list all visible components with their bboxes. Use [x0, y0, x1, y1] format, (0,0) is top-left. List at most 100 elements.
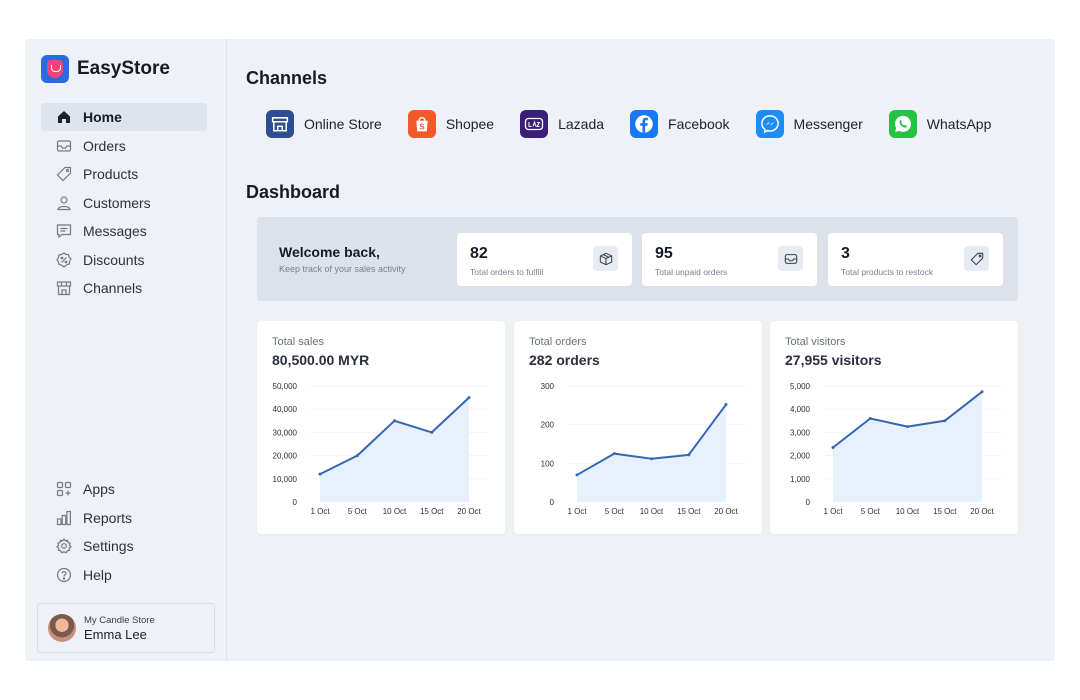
dashboard-heading: Dashboard [246, 182, 341, 202]
home-icon [55, 108, 73, 126]
chart-title: Total sales [272, 336, 324, 348]
sidebar: EasyStore Home Orders Products [25, 39, 227, 661]
data-point [612, 452, 616, 456]
chart-card-total-visitors[interactable]: Total visitors 27,955 visitors 0 1,000 2,0… [770, 321, 1018, 534]
sales-chart: 0 10,000 20,000 30,000 40,000 50,000 1 Oct 5 Oc… [273, 382, 489, 516]
reports-icon [55, 509, 73, 527]
sidebar-item-reports[interactable]: Reports [41, 504, 207, 532]
channel-online-store[interactable]: Online Store [266, 110, 382, 138]
sidebar-item-label: Home [83, 109, 122, 125]
store-icon [55, 279, 73, 297]
stat-label: Total products to restock [841, 267, 934, 277]
y-tick-label: 40,000 [273, 405, 298, 414]
sidebar-item-label: Orders [83, 137, 126, 154]
shopee-icon: S [407, 110, 436, 138]
data-point [724, 403, 728, 407]
sidebar-item-home[interactable]: Home [41, 103, 207, 131]
user-name: Emma Lee [84, 626, 147, 642]
sidebar-item-label: Channels [83, 280, 143, 296]
sidebar-item-customers[interactable]: Customers [41, 189, 207, 217]
data-point [868, 416, 872, 420]
app-window: EasyStore Home Orders Products [25, 39, 1055, 661]
sidebar-item-channels[interactable]: Channels [41, 274, 207, 302]
data-point [687, 453, 691, 457]
series-area [577, 404, 726, 502]
channel-lazada[interactable]: Lazada [520, 110, 604, 138]
sidebar-item-label: Customers [83, 194, 151, 211]
main-content: Channels Online Store S Shopee Lazada [228, 39, 1055, 661]
stat-card-unpaid-orders[interactable]: 95 Total unpaid orders [642, 233, 817, 286]
data-point [943, 419, 947, 423]
sidebar-nav-main: Home Orders Products Customers [41, 103, 207, 303]
store-name: My Candle Store [84, 614, 155, 626]
sidebar-item-settings[interactable]: Settings [41, 532, 207, 560]
sidebar-item-messages[interactable]: Messages [41, 217, 207, 245]
y-tick-label: 20,000 [273, 452, 298, 461]
data-point [831, 445, 835, 449]
channel-label: Lazada [558, 116, 605, 132]
chart-card-total-sales[interactable]: Total sales 80,500.00 MYR 0 10,000 20,000 3… [257, 321, 505, 534]
sidebar-item-label: Apps [83, 481, 115, 497]
channel-label: Online Store [304, 116, 382, 132]
channels-heading: Channels [246, 68, 328, 88]
stat-label: Total orders to fulfill [470, 267, 544, 277]
y-tick-label: 100 [541, 459, 555, 468]
tag-icon [55, 165, 73, 183]
y-tick-label: 30,000 [273, 428, 298, 437]
sidebar-item-help[interactable]: Help [41, 561, 207, 589]
data-point [575, 473, 579, 477]
chart-total-value: 282 orders [529, 352, 600, 368]
x-tick-label: 10 Oct [383, 507, 407, 516]
y-tick-label: 0 [550, 498, 555, 507]
sidebar-item-discounts[interactable]: Discounts [41, 246, 207, 274]
sidebar-item-products[interactable]: Products [41, 160, 207, 188]
channel-messenger[interactable]: Messenger [755, 110, 863, 138]
y-tick-label: 2,000 [790, 452, 811, 461]
channel-facebook[interactable]: Facebook [630, 110, 730, 138]
stat-card-products-to-restock[interactable]: 3 Total products to restock [828, 233, 1003, 286]
sidebar-item-apps[interactable]: Apps [41, 475, 207, 503]
account-details: My Candle Store Emma Lee [84, 615, 155, 642]
y-tick-label: 1,000 [790, 475, 811, 484]
brand-name: EasyStore [77, 58, 170, 79]
data-point [430, 430, 434, 434]
inbox-icon [55, 137, 73, 155]
x-tick-label: 20 Oct [714, 507, 738, 516]
help-icon [55, 566, 73, 584]
series-area [320, 397, 469, 502]
x-tick-label: 15 Oct [677, 507, 701, 516]
data-point [355, 454, 359, 458]
sidebar-item-orders[interactable]: Orders [41, 132, 207, 160]
y-tick-label: 5,000 [790, 382, 811, 391]
sidebar-item-label: Settings [83, 538, 134, 554]
stat-value: 95 [655, 245, 673, 262]
sidebar-item-label: Products [83, 166, 139, 182]
welcome-title: Welcome back, [279, 244, 380, 260]
chart-total-value: 80,500.00 MYR [272, 352, 370, 368]
channel-whatsapp[interactable]: WhatsApp [888, 110, 991, 138]
chart-card-total-orders[interactable]: Total orders 282 orders 0 100 200 300 1 Oct 5… [514, 321, 762, 534]
x-tick-label: 1 Oct [310, 507, 330, 516]
x-tick-label: 1 Oct [567, 507, 587, 516]
stat-card-orders-to-fulfill[interactable]: 82 Total orders to fulfill [457, 233, 632, 286]
sidebar-item-label: Messages [83, 223, 147, 239]
tag-icon [964, 246, 989, 271]
y-tick-label: 10,000 [273, 475, 298, 484]
data-point [906, 425, 909, 429]
data-point [980, 390, 984, 394]
y-tick-label: 0 [806, 498, 811, 507]
x-tick-label: 10 Oct [640, 507, 664, 516]
inbox-icon [778, 246, 803, 271]
whatsapp-icon [888, 110, 917, 138]
channel-shopee[interactable]: S Shopee [407, 110, 494, 138]
y-tick-label: 3,000 [790, 428, 811, 437]
brand[interactable]: EasyStore [41, 55, 170, 83]
chart-total-value: 27,955 visitors [785, 352, 882, 368]
data-point [318, 472, 322, 476]
account-switcher[interactable]: My Candle Store Emma Lee [37, 603, 215, 653]
x-tick-label: 20 Oct [457, 507, 481, 516]
welcome-panel: Welcome back, Keep track of your sales a… [257, 217, 1018, 301]
y-tick-label: 200 [541, 421, 555, 430]
x-tick-label: 5 Oct [861, 507, 881, 516]
x-tick-label: 10 Oct [896, 507, 920, 516]
